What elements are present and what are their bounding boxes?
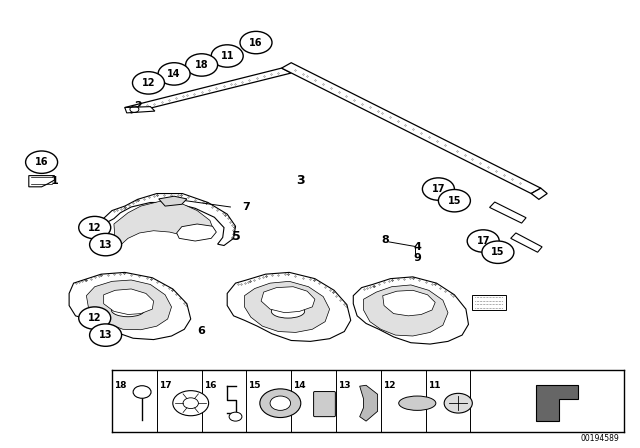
Circle shape <box>260 389 301 418</box>
Text: 8: 8 <box>381 235 389 245</box>
Circle shape <box>467 230 499 252</box>
Circle shape <box>422 178 454 200</box>
Ellipse shape <box>271 305 305 318</box>
Circle shape <box>133 386 151 398</box>
Text: 14: 14 <box>167 69 181 79</box>
Text: 10: 10 <box>289 305 307 318</box>
Polygon shape <box>511 233 542 252</box>
Text: 15: 15 <box>447 196 461 206</box>
Text: 15: 15 <box>491 247 505 257</box>
Polygon shape <box>472 295 506 310</box>
Circle shape <box>186 54 218 76</box>
Text: 13: 13 <box>99 240 113 250</box>
Circle shape <box>438 190 470 212</box>
Text: 00194589: 00194589 <box>580 434 620 443</box>
Circle shape <box>26 151 58 173</box>
Polygon shape <box>159 196 187 206</box>
Text: 12: 12 <box>383 381 396 390</box>
Text: 12: 12 <box>141 78 156 88</box>
Text: 12: 12 <box>88 223 102 233</box>
FancyBboxPatch shape <box>314 392 335 417</box>
Text: 2: 2 <box>134 101 141 111</box>
Text: 18: 18 <box>195 60 209 70</box>
Circle shape <box>158 63 190 85</box>
Polygon shape <box>102 194 236 246</box>
Polygon shape <box>86 280 172 330</box>
Text: 7: 7 <box>243 202 250 212</box>
Circle shape <box>79 307 111 329</box>
Text: 13: 13 <box>338 381 351 390</box>
Circle shape <box>482 241 514 263</box>
Text: 9: 9 <box>413 254 421 263</box>
Circle shape <box>79 216 111 239</box>
Polygon shape <box>114 202 214 244</box>
Polygon shape <box>69 272 191 340</box>
Polygon shape <box>353 277 468 344</box>
Polygon shape <box>227 272 351 341</box>
Text: 14: 14 <box>293 381 306 390</box>
Polygon shape <box>29 176 54 187</box>
Circle shape <box>444 393 472 413</box>
Circle shape <box>229 412 242 421</box>
Polygon shape <box>282 63 541 194</box>
Text: 1: 1 <box>51 177 58 186</box>
Text: 4: 4 <box>413 242 421 252</box>
Polygon shape <box>490 202 526 223</box>
Text: 13: 13 <box>99 330 113 340</box>
Ellipse shape <box>399 396 436 410</box>
Polygon shape <box>536 385 578 421</box>
Polygon shape <box>125 107 155 113</box>
Text: 16: 16 <box>249 38 263 47</box>
Text: 6: 6 <box>198 326 205 336</box>
Text: 11: 11 <box>220 51 234 61</box>
Text: 17: 17 <box>159 381 172 390</box>
Circle shape <box>132 72 164 94</box>
Circle shape <box>240 31 272 54</box>
Polygon shape <box>383 290 435 316</box>
Ellipse shape <box>111 303 145 317</box>
Polygon shape <box>125 68 291 113</box>
Polygon shape <box>531 188 547 199</box>
Text: 11: 11 <box>428 381 440 390</box>
Polygon shape <box>261 287 315 313</box>
Text: 17: 17 <box>476 236 490 246</box>
Circle shape <box>211 45 243 67</box>
Circle shape <box>270 396 291 410</box>
Circle shape <box>90 233 122 256</box>
Circle shape <box>173 391 209 416</box>
Text: 17: 17 <box>431 184 445 194</box>
Polygon shape <box>177 224 216 241</box>
Text: 5: 5 <box>232 230 241 243</box>
Text: 15: 15 <box>248 381 261 390</box>
Polygon shape <box>360 385 378 421</box>
Text: 12: 12 <box>88 313 102 323</box>
Circle shape <box>90 324 122 346</box>
Text: 18: 18 <box>114 381 127 390</box>
Text: 16: 16 <box>35 157 49 167</box>
Polygon shape <box>364 285 448 336</box>
Text: 16: 16 <box>204 381 216 390</box>
Polygon shape <box>244 281 330 332</box>
Polygon shape <box>104 289 154 314</box>
Text: 3: 3 <box>296 173 305 187</box>
